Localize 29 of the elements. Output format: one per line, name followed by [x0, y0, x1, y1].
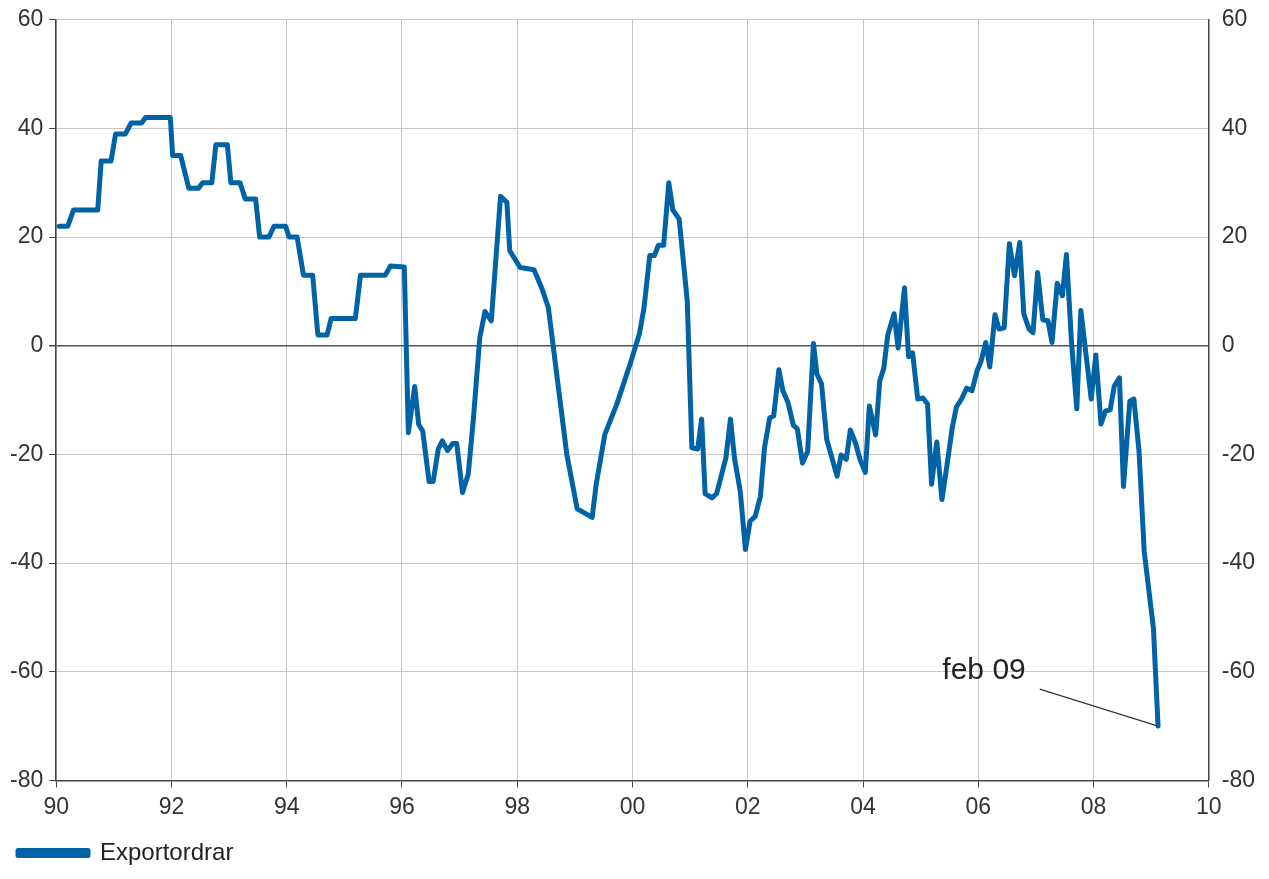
y-tick-label: -80 [9, 765, 44, 792]
x-tick-label: 10 [1195, 792, 1222, 819]
y2-tick-label: 20 [1221, 222, 1248, 249]
x-tick-label: 06 [965, 792, 992, 819]
y2-tick-label: 60 [1221, 5, 1248, 32]
x-tick-label: 90 [43, 792, 70, 819]
y2-tick-label: -40 [1221, 548, 1256, 575]
y-tick-label: 0 [30, 331, 44, 358]
y-tick-label: -60 [9, 657, 44, 684]
y2-tick-label: 0 [1221, 331, 1235, 358]
x-tick-label: 08 [1080, 792, 1107, 819]
y-tick-label: 20 [17, 222, 44, 249]
y2-tick-label: -20 [1221, 439, 1256, 466]
x-tick-label: 94 [273, 792, 300, 819]
x-tick-label: 02 [734, 792, 761, 819]
x-tick-label: 92 [158, 792, 185, 819]
y2-tick-label: -80 [1221, 765, 1256, 792]
y-tick-label: -40 [9, 548, 44, 575]
y2-tick-label: 40 [1221, 113, 1248, 140]
x-tick-label: 04 [850, 792, 876, 819]
y2-tick-label: -60 [1221, 657, 1256, 684]
y-tick-label: 60 [17, 5, 44, 32]
annotation: feb 09 [942, 652, 1026, 686]
legend-label: Exportordrar [100, 837, 234, 865]
y-tick-label: 40 [17, 113, 44, 140]
x-tick-label: 00 [619, 792, 646, 819]
x-tick-label: 98 [504, 792, 531, 819]
y-tick-label: -20 [9, 439, 44, 466]
x-tick-label: 96 [389, 792, 415, 819]
